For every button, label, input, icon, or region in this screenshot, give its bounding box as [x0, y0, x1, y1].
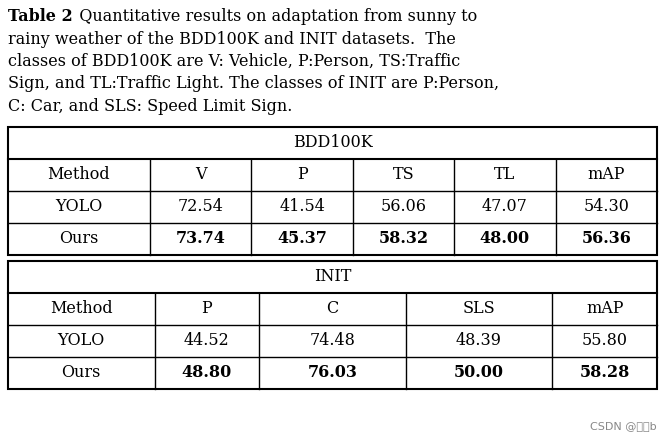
Text: 41.54: 41.54 — [279, 198, 325, 215]
Text: TL: TL — [494, 166, 515, 183]
Text: BDD100K: BDD100K — [293, 134, 372, 151]
Text: 58.32: 58.32 — [378, 230, 428, 247]
Text: 45.37: 45.37 — [277, 230, 327, 247]
Text: CSDN @暗视b: CSDN @暗视b — [591, 421, 657, 431]
Text: INIT: INIT — [314, 268, 351, 285]
Text: .  Quantitative results on adaptation from sunny to: . Quantitative results on adaptation fro… — [64, 8, 477, 25]
Text: Method: Method — [48, 166, 110, 183]
Text: 44.52: 44.52 — [184, 332, 230, 349]
Text: 54.30: 54.30 — [583, 198, 629, 215]
Text: P: P — [201, 300, 212, 317]
Text: mAP: mAP — [586, 300, 623, 317]
Text: 48.39: 48.39 — [456, 332, 502, 349]
Text: classes of BDD100K are V: Vehicle, P:Person, TS:Traffic: classes of BDD100K are V: Vehicle, P:Per… — [8, 53, 460, 70]
Text: 58.28: 58.28 — [579, 364, 630, 381]
Text: Ours: Ours — [59, 230, 98, 247]
Text: rainy weather of the BDD100K and INIT datasets.  The: rainy weather of the BDD100K and INIT da… — [8, 31, 456, 48]
Text: SLS: SLS — [463, 300, 495, 317]
Text: Sign, and TL:Traffic Light. The classes of INIT are P:Person,: Sign, and TL:Traffic Light. The classes … — [8, 76, 499, 93]
Text: 56.06: 56.06 — [380, 198, 426, 215]
Text: C: C — [327, 300, 338, 317]
Text: 48.00: 48.00 — [480, 230, 530, 247]
Text: 74.48: 74.48 — [310, 332, 355, 349]
Text: Table 2: Table 2 — [8, 8, 72, 25]
Bar — [8, 260, 657, 388]
Text: 73.74: 73.74 — [176, 230, 225, 247]
Text: 48.80: 48.80 — [182, 364, 232, 381]
Text: 47.07: 47.07 — [482, 198, 528, 215]
Text: 50.00: 50.00 — [454, 364, 504, 381]
Text: Ours: Ours — [62, 364, 101, 381]
Text: YOLO: YOLO — [58, 332, 105, 349]
Text: P: P — [297, 166, 307, 183]
Text: C: Car, and SLS: Speed Limit Sign.: C: Car, and SLS: Speed Limit Sign. — [8, 98, 293, 115]
Bar — [8, 126, 657, 254]
Text: TS: TS — [392, 166, 414, 183]
Text: 76.03: 76.03 — [307, 364, 358, 381]
Text: 72.54: 72.54 — [178, 198, 223, 215]
Text: 55.80: 55.80 — [582, 332, 628, 349]
Text: 56.36: 56.36 — [581, 230, 631, 247]
Text: Method: Method — [50, 300, 112, 317]
Text: V: V — [195, 166, 206, 183]
Text: mAP: mAP — [588, 166, 625, 183]
Text: YOLO: YOLO — [55, 198, 102, 215]
